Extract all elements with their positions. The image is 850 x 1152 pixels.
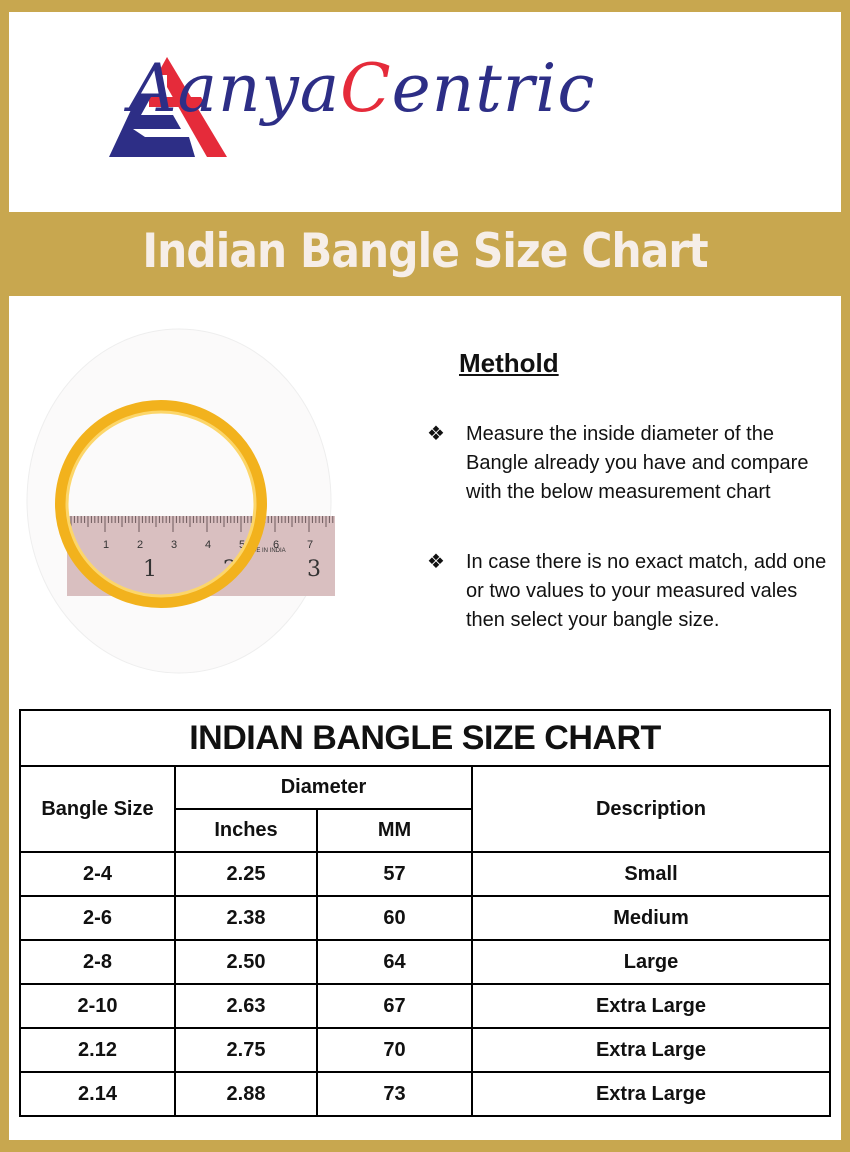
cell-mm: 57 <box>316 851 473 897</box>
cell-mm: 73 <box>316 1071 473 1117</box>
ruler-inch-1: 1 <box>143 557 157 582</box>
logo-mark-icon <box>109 57 227 157</box>
brand-name: AanyaCentric <box>129 50 596 127</box>
logo-area: AanyaCentric <box>9 12 841 212</box>
cell-size: 2-10 <box>19 983 176 1029</box>
header-inches: Inches <box>174 808 318 853</box>
ruler-number: 2 <box>137 539 143 551</box>
cell-size: 2-4 <box>19 851 176 897</box>
cell-desc: Small <box>471 851 831 897</box>
cell-inches: 2.50 <box>174 939 318 985</box>
size-chart-table: INDIAN BANGLE SIZE CHART Bangle Size Dia… <box>19 709 831 1117</box>
cell-size: 2-6 <box>19 895 176 941</box>
method-bullet: ❖ In case there is no exact match, add o… <box>427 548 837 635</box>
ruler-number: 7 <box>307 539 313 551</box>
cell-desc: Extra Large <box>471 1071 831 1117</box>
table-title: INDIAN BANGLE SIZE CHART <box>19 709 831 767</box>
method-heading: Methold <box>459 348 559 378</box>
cell-desc: Large <box>471 939 831 985</box>
diamond-bullet-icon: ❖ <box>427 423 445 445</box>
cell-size: 2-8 <box>19 939 176 985</box>
cell-mm: 70 <box>316 1027 473 1073</box>
ruler-inch-3: 3 <box>307 557 321 582</box>
cell-mm: 60 <box>316 895 473 941</box>
header-description: Description <box>471 765 831 853</box>
ruler-number: 1 <box>103 539 109 551</box>
table-row: 2-10 2.63 67 Extra Large <box>19 983 831 1029</box>
ruler-number: 6 <box>273 539 279 551</box>
cell-desc: Extra Large <box>471 983 831 1029</box>
cell-inches: 2.38 <box>174 895 318 941</box>
header-diameter: Diameter <box>174 765 473 810</box>
table-row: 2-6 2.38 60 Medium <box>19 895 831 941</box>
banner: Indian Bangle Size Chart <box>0 212 850 296</box>
table-row: 2.14 2.88 73 Extra Large <box>19 1071 831 1117</box>
cell-mm: 67 <box>316 983 473 1029</box>
method-bullet: ❖ Measure the inside diameter of the Ban… <box>427 420 837 507</box>
content-area: 1 2 3 MADE IN INDIA 12345678 Methold ❖ M… <box>9 296 841 1140</box>
cell-desc: Extra Large <box>471 1027 831 1073</box>
cell-size: 2.14 <box>19 1071 176 1117</box>
header-bangle-size: Bangle Size <box>19 765 176 853</box>
cell-inches: 2.63 <box>174 983 318 1029</box>
cell-inches: 2.25 <box>174 851 318 897</box>
diamond-bullet-icon: ❖ <box>427 551 445 573</box>
ruler-number: 3 <box>171 539 177 551</box>
ruler-number: 5 <box>239 539 245 551</box>
cell-mm: 64 <box>316 939 473 985</box>
cell-desc: Medium <box>471 895 831 941</box>
ruler-number: 4 <box>205 539 211 551</box>
banner-title: Indian Bangle Size Chart <box>142 224 708 279</box>
bangle-ruler-photo: 1 2 3 MADE IN INDIA 12345678 <box>26 328 335 674</box>
cell-size: 2.12 <box>19 1027 176 1073</box>
ruler-label: MADE IN INDIA <box>243 548 286 554</box>
table-row: 2.12 2.75 70 Extra Large <box>19 1027 831 1073</box>
table-row: 2-4 2.25 57 Small <box>19 851 831 897</box>
cell-inches: 2.75 <box>174 1027 318 1073</box>
table-row: 2-8 2.50 64 Large <box>19 939 831 985</box>
header-mm: MM <box>316 808 473 853</box>
cell-inches: 2.88 <box>174 1071 318 1117</box>
